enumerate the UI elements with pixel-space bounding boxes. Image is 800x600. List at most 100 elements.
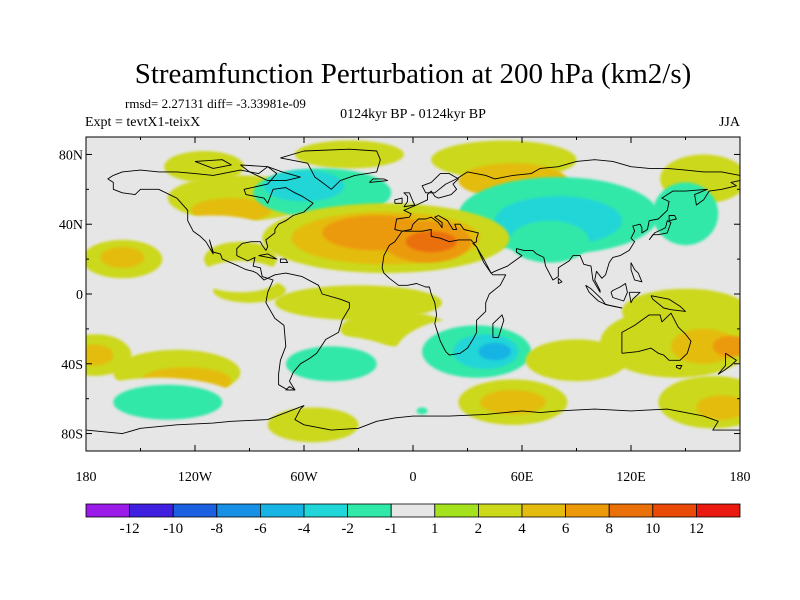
anomaly-patch-18	[405, 231, 457, 253]
anomaly-patch-26	[531, 269, 641, 308]
coastline-6	[402, 180, 740, 293]
colorbar-label-4: -4	[298, 521, 311, 537]
anomaly-patch-47	[671, 328, 737, 364]
colorbar-label-10: 6	[562, 521, 570, 537]
colorbar-label-2: -8	[211, 521, 224, 537]
coastline-17	[628, 291, 641, 304]
stats-label: rmsd= 2.27131 diff= -3.33981e-09	[125, 96, 306, 111]
coastline-15	[605, 304, 623, 309]
coastline-13	[668, 215, 677, 222]
coastline-1	[280, 148, 381, 190]
x-tick-label-3: 0	[410, 470, 417, 485]
anomaly-patch-37	[267, 407, 359, 443]
coastline-0	[107, 166, 350, 391]
colorbar-label-11: 8	[605, 521, 613, 537]
chart-title: Streamfunction Perturbation at 200 hPa (…	[135, 58, 692, 90]
colorbar-swatch-2	[172, 503, 218, 518]
x-tick-label-5: 120E	[616, 470, 646, 485]
colorbar: -12 -10 -8 -6 -4 -2 -1 1 2 4 6 8 10 12	[85, 503, 741, 537]
coastline-23	[258, 253, 278, 260]
coastline-2	[240, 164, 301, 182]
colorbar-swatch-4	[259, 503, 305, 518]
experiment-label: Expt = tevtX1-teixX	[85, 115, 200, 130]
y-tick-label-1: 40N	[59, 218, 83, 233]
anomaly-patch-34	[113, 384, 223, 420]
anomaly-patch-0	[164, 151, 245, 183]
colorbar-swatch-14	[696, 503, 741, 518]
anomaly-patch-30	[86, 344, 114, 366]
colorbar-label-6: -1	[385, 521, 398, 537]
season-label: JJA	[719, 115, 741, 130]
colorbar-swatch-11	[565, 503, 610, 518]
anomaly-patch-1	[294, 140, 404, 169]
anomaly-patch-41	[478, 342, 512, 361]
y-axis: 80N 40N 0 40S 80S	[59, 148, 740, 443]
colorbar-swatch-12	[608, 503, 654, 518]
coastline-16	[610, 283, 628, 302]
coastline-19	[630, 262, 643, 283]
coastline-12	[648, 220, 672, 241]
coastline-10	[675, 365, 683, 370]
y-tick-label-2: 0	[76, 288, 83, 303]
period-label: 0124kyr BP - 0124kyr BP	[340, 107, 486, 122]
coastline-24	[279, 258, 289, 264]
coastline-9	[621, 312, 692, 361]
coastline-25	[86, 405, 740, 435]
colorbar-label-9: 4	[518, 521, 526, 537]
anomaly-patch-52	[416, 407, 428, 415]
coastline-7	[381, 229, 507, 356]
x-tick-label-6: 180	[730, 470, 751, 485]
x-tick-label-1: 120W	[178, 470, 213, 485]
coastline-20	[557, 277, 563, 284]
x-tick-label-4: 60E	[511, 470, 534, 485]
x-tick-label-0: 180	[76, 470, 97, 485]
anomaly-patch-11	[509, 220, 590, 263]
y-tick-label-0: 80N	[59, 148, 83, 163]
y-tick-label-4: 80S	[61, 428, 83, 443]
coastline-18	[650, 295, 686, 312]
coastline-3	[194, 159, 232, 169]
anomaly-patch-24	[274, 285, 443, 321]
coastline-22	[394, 197, 403, 204]
x-tick-label-2: 60W	[290, 470, 318, 485]
anomaly-patch-12	[652, 182, 719, 246]
colorbar-swatch-6	[347, 503, 392, 518]
colorbar-swatch-1	[129, 503, 174, 518]
colorbar-label-0: -12	[120, 521, 140, 537]
anomaly-patch-23	[200, 260, 281, 293]
colorbar-swatch-9	[477, 503, 523, 518]
colorbar-label-5: -2	[341, 521, 354, 537]
colorbar-swatch-0	[85, 503, 130, 518]
colorbar-label-3: -6	[254, 521, 267, 537]
colorbar-swatch-5	[303, 503, 348, 518]
anomaly-patch-20	[100, 246, 145, 268]
anomaly-patch-8	[264, 170, 344, 202]
colorbar-label-1: -10	[163, 521, 183, 537]
anomaly-patch-51	[549, 416, 641, 445]
coastline-8	[492, 314, 505, 339]
coastline-4	[369, 178, 389, 183]
colorbar-swatch-7	[390, 503, 436, 518]
anomaly-patch-13	[158, 215, 268, 247]
anomaly-patch-48	[712, 335, 740, 357]
coastline-5	[394, 159, 740, 232]
anomaly-patch-50	[696, 395, 740, 420]
anomaly-patch-28	[131, 311, 241, 347]
anomaly-patch-36	[285, 346, 377, 382]
anomaly-patch-44	[480, 390, 546, 415]
colorbar-swatch-3	[216, 503, 261, 518]
colorbar-label-8: 2	[475, 521, 483, 537]
colorbar-label-7: 1	[431, 521, 439, 537]
colorbar-swatch-10	[521, 503, 566, 518]
coastline-26	[285, 386, 296, 391]
x-axis: 180 120W 60W 0 60E 120E 180	[76, 137, 751, 485]
colorbar-label-12: 10	[645, 521, 660, 537]
colorbar-swatch-8	[434, 503, 479, 518]
coastline-11	[717, 352, 737, 375]
y-tick-label-3: 40S	[61, 358, 83, 373]
coastlines	[86, 148, 740, 435]
coastline-21	[403, 192, 416, 208]
colorbar-label-13: 12	[689, 521, 704, 537]
colorbar-swatch-13	[652, 503, 697, 518]
